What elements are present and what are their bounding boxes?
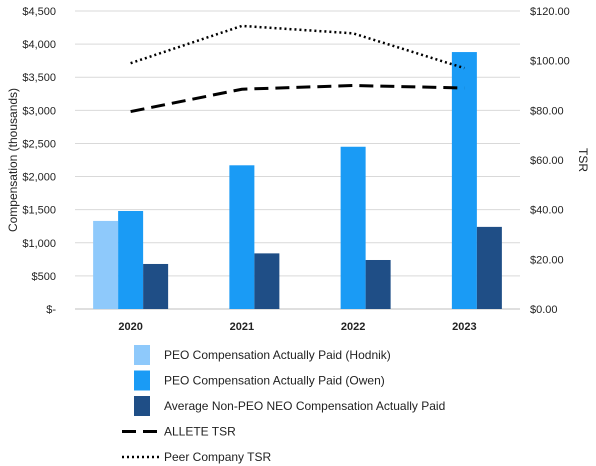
y-tick-label: $2,000 bbox=[22, 172, 56, 184]
bar bbox=[365, 259, 391, 309]
legend-label: ALLETE TSR bbox=[164, 425, 236, 439]
y-tick-label: $4,000 bbox=[22, 39, 56, 51]
y-tick-label: $- bbox=[46, 304, 56, 316]
legend-label: PEO Compensation Actually Paid (Hodnik) bbox=[164, 348, 391, 362]
bar bbox=[93, 220, 119, 309]
bar-series bbox=[93, 52, 502, 310]
legend-label: Average Non-PEO NEO Compensation Actuall… bbox=[164, 399, 445, 413]
bar bbox=[340, 146, 366, 309]
series-line bbox=[130, 24, 465, 70]
left-axis-ticks: $- $500 $1,000 $1,500 $2,000 $2,500 $3,000 $3,5… bbox=[22, 6, 56, 316]
y-axis-label: Compensation (thousands) bbox=[6, 88, 20, 232]
bar bbox=[476, 226, 502, 309]
y2-tick-label: $100.00 bbox=[530, 56, 570, 68]
y2-tick-label: $120.00 bbox=[530, 6, 570, 18]
x-tick-label: 2020 bbox=[118, 321, 142, 333]
y-tick-label: $2,500 bbox=[22, 138, 56, 150]
x-axis-ticks: 2020 2021 2022 2023 bbox=[118, 321, 476, 333]
legend-label: PEO Compensation Actually Paid (Owen) bbox=[164, 374, 385, 388]
x-tick-label: 2023 bbox=[452, 321, 476, 333]
bar bbox=[143, 263, 169, 309]
y2-tick-label: $20.00 bbox=[530, 254, 564, 266]
x-tick-label: 2022 bbox=[341, 321, 365, 333]
bar bbox=[118, 210, 144, 309]
x-tick-label: 2021 bbox=[230, 321, 254, 333]
bar bbox=[229, 165, 255, 309]
y-tick-label: $3,000 bbox=[22, 105, 56, 117]
legend: PEO Compensation Actually Paid (Hodnik) P… bbox=[122, 345, 445, 464]
series-line bbox=[130, 83, 465, 114]
legend-swatch bbox=[134, 396, 150, 416]
y-tick-label: $4,500 bbox=[22, 6, 56, 18]
tsr-lines bbox=[130, 24, 465, 114]
y2-axis-label: TSR bbox=[576, 148, 590, 172]
y-tick-label: $3,500 bbox=[22, 72, 56, 84]
legend-swatch bbox=[134, 345, 150, 365]
y-tick-label: $500 bbox=[32, 271, 56, 283]
y2-tick-label: $80.00 bbox=[530, 105, 564, 117]
bar bbox=[451, 52, 477, 310]
right-axis-ticks: $0.00 $20.00 $40.00 $60.00 $80.00 $100.00 $120… bbox=[530, 6, 570, 316]
y2-tick-label: $0.00 bbox=[530, 304, 558, 316]
legend-swatch bbox=[134, 370, 150, 391]
y2-tick-label: $60.00 bbox=[530, 155, 564, 167]
bar bbox=[254, 253, 280, 309]
legend-label: Peer Company TSR bbox=[164, 450, 271, 464]
y2-tick-label: $40.00 bbox=[530, 205, 564, 217]
y-tick-label: $1,000 bbox=[22, 238, 56, 250]
y-tick-label: $1,500 bbox=[22, 205, 56, 217]
